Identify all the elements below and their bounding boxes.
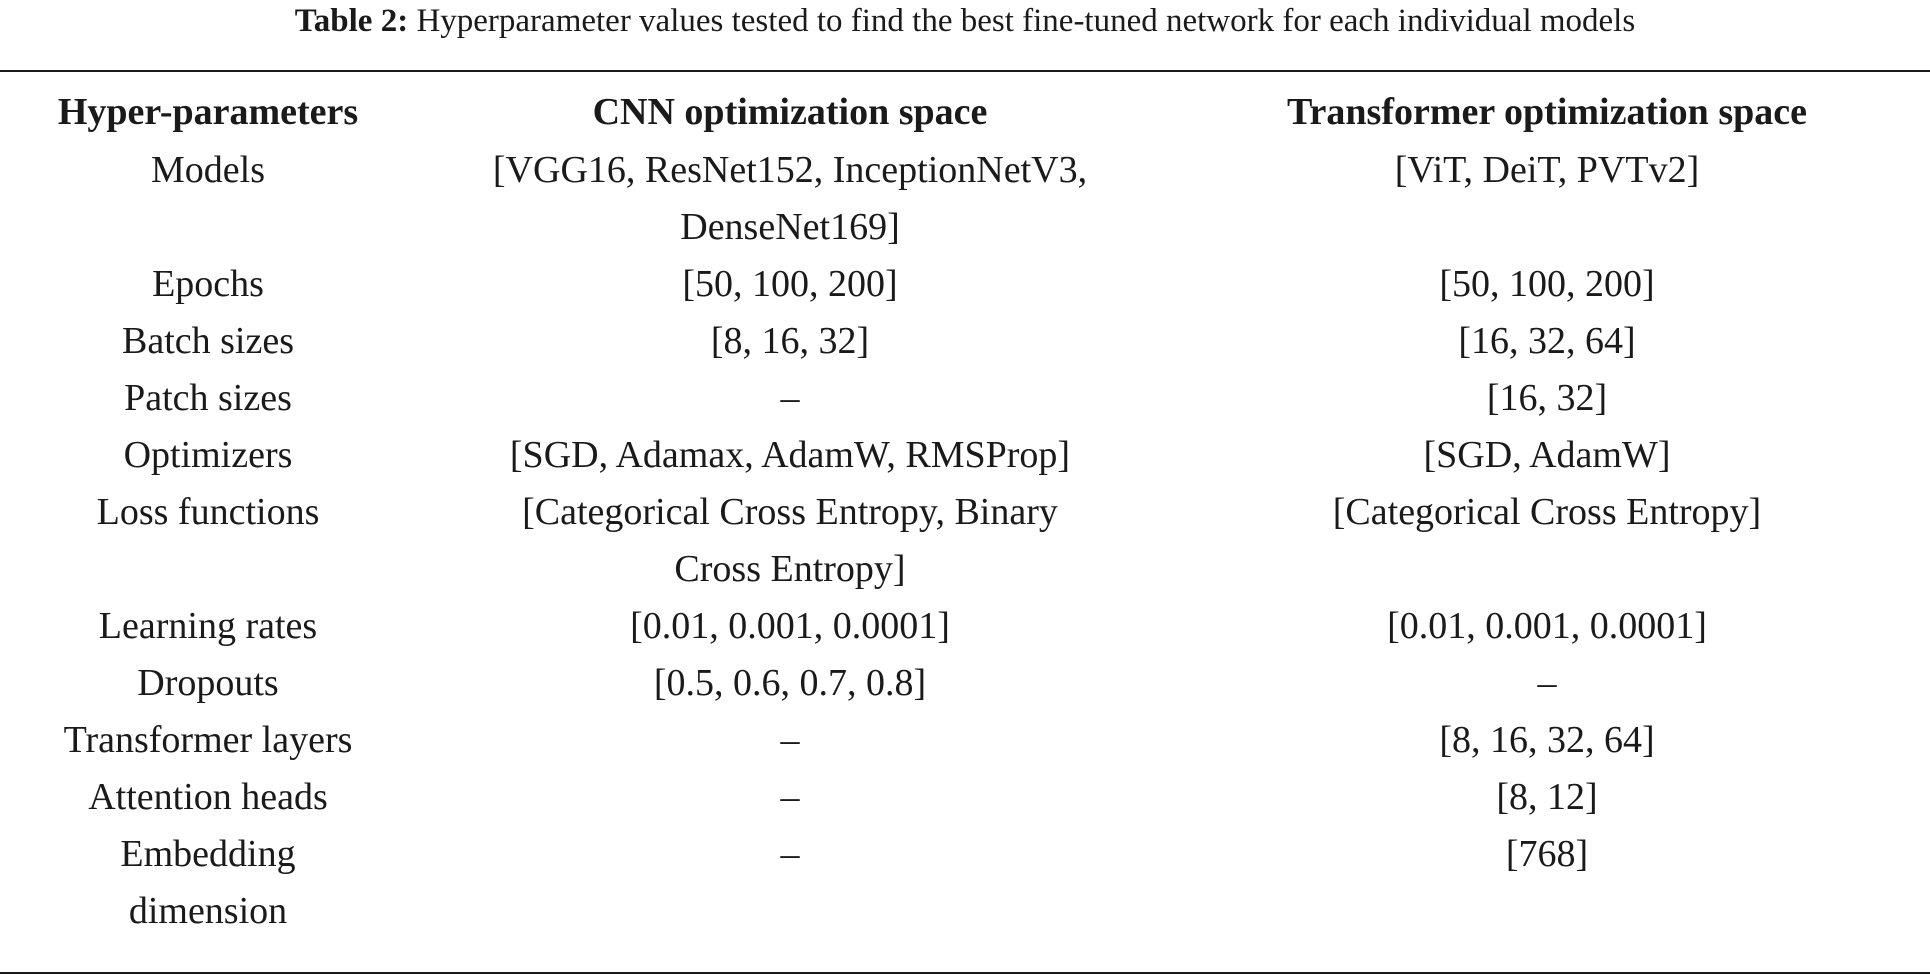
transformer-cell: [ViT, DeiT, PVTv2] (1394, 149, 1700, 191)
table-row: Models [VGG16, ResNet152, InceptionNetV3… (0, 142, 1930, 256)
transformer-cell: [0.01, 0.001, 0.0001] (1387, 605, 1707, 647)
table-caption: Table 2: Hyperparameter values tested to… (0, 0, 1930, 42)
hyperparameter-table: Hyper-parameters CNN optimization space … (0, 84, 1930, 940)
cnn-cell: [50, 100, 200] (682, 263, 898, 305)
row-label-attention-heads: Attention heads (88, 776, 328, 818)
cnn-cell: – (780, 776, 800, 818)
table-row: Batch sizes [8, 16, 32] [16, 32, 64] (0, 313, 1930, 370)
cnn-cell: [SGD, Adamax, AdamW, RMSProp] (509, 434, 1071, 476)
table-header-row: Hyper-parameters CNN optimization space … (0, 84, 1930, 142)
transformer-cell: [768] (1505, 833, 1589, 875)
row-label-dropouts: Dropouts (137, 662, 279, 704)
table-row: Dropouts [0.5, 0.6, 0.7, 0.8] – (0, 655, 1930, 712)
transformer-cell: [SGD, AdamW] (1423, 434, 1671, 476)
transformer-cell: [Categorical Cross Entropy] (1332, 491, 1762, 533)
transformer-cell: [50, 100, 200] (1439, 263, 1655, 305)
row-label-optimizers: Optimizers (123, 434, 293, 476)
transformer-cell: [16, 32, 64] (1458, 320, 1636, 362)
table-top-rule (0, 70, 1930, 72)
cnn-cell: [0.5, 0.6, 0.7, 0.8] (653, 662, 927, 704)
transformer-cell: – (1537, 662, 1557, 704)
row-label-transformer-layers: Transformer layers (63, 719, 353, 761)
row-label-embedding-dimension: Embedding dimension (120, 833, 296, 932)
cnn-cell: – (780, 719, 800, 761)
cnn-cell: – (780, 377, 800, 419)
row-label-learning-rates: Learning rates (98, 605, 318, 647)
table-row: Learning rates [0.01, 0.001, 0.0001] [0.… (0, 598, 1930, 655)
table-row: Loss functions [Categorical Cross Entrop… (0, 484, 1930, 598)
caption-label: Table 2: (294, 3, 409, 39)
table-row: Epochs [50, 100, 200] [50, 100, 200] (0, 256, 1930, 313)
cnn-cell: [8, 16, 32] (710, 320, 870, 362)
cnn-cell: [0.01, 0.001, 0.0001] (630, 605, 950, 647)
column-header-cnn: CNN optimization space (592, 91, 988, 133)
transformer-cell: [16, 32] (1486, 377, 1608, 419)
table-row: Patch sizes – [16, 32] (0, 370, 1930, 427)
row-label-loss-functions: Loss functions (96, 491, 320, 533)
table-row: Attention heads – [8, 12] (0, 769, 1930, 826)
row-label-models: Models (151, 149, 265, 191)
cnn-cell: [VGG16, ResNet152, InceptionNetV3, Dense… (492, 149, 1088, 248)
transformer-cell: [8, 12] (1496, 776, 1598, 818)
caption-text: Hyperparameter values tested to find the… (416, 3, 1636, 39)
cnn-cell: – (780, 833, 800, 875)
cnn-cell: [Categorical Cross Entropy, Binary Cross… (522, 491, 1058, 590)
table-row: Transformer layers – [8, 16, 32, 64] (0, 712, 1930, 769)
row-label-epochs: Epochs (152, 263, 264, 305)
column-header-hyperparameters: Hyper-parameters (57, 91, 359, 133)
table-row: Optimizers [SGD, Adamax, AdamW, RMSProp]… (0, 427, 1930, 484)
table-bottom-rule (0, 972, 1930, 974)
row-label-patch-sizes: Patch sizes (124, 377, 292, 419)
table-row: Embedding dimension – [768] (0, 826, 1930, 940)
transformer-cell: [8, 16, 32, 64] (1439, 719, 1655, 761)
column-header-transformer: Transformer optimization space (1287, 91, 1807, 133)
row-label-batch-sizes: Batch sizes (121, 320, 294, 362)
